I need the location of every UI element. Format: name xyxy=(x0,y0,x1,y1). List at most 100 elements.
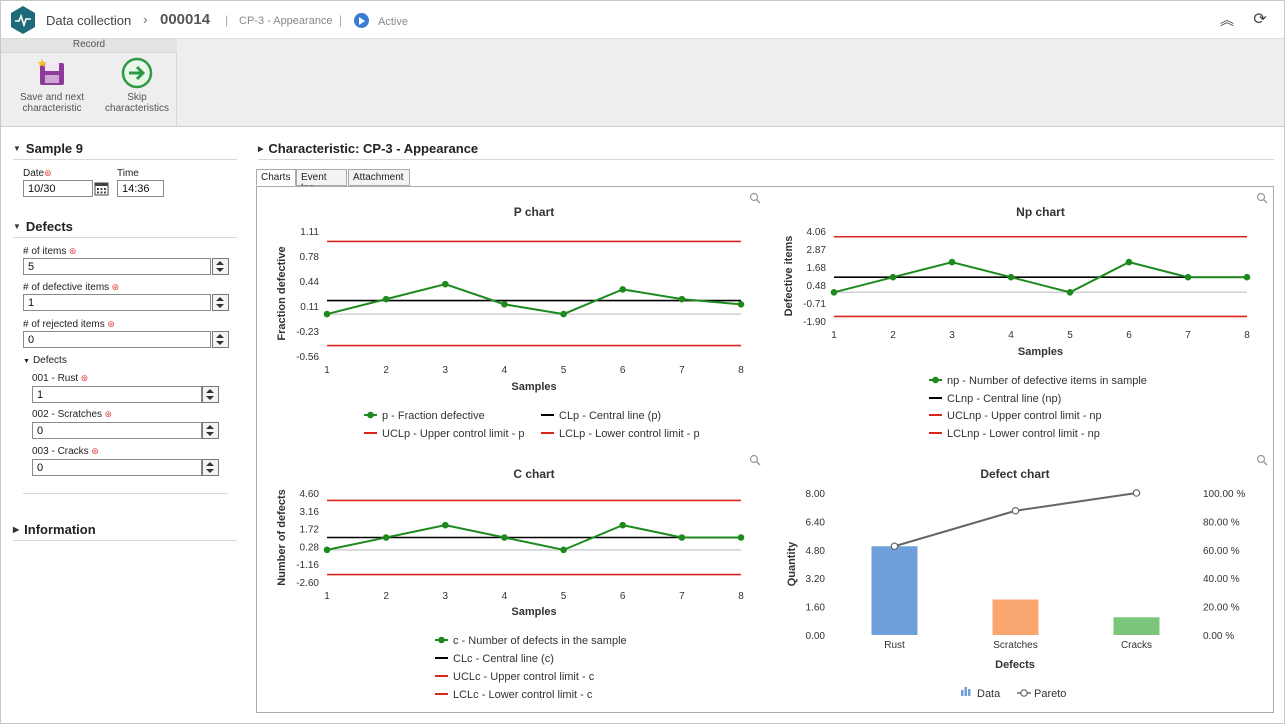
defective-items-input[interactable]: 1 xyxy=(23,294,211,311)
x-tick-label: 2 xyxy=(383,591,389,602)
tab-event-log[interactable]: Event log xyxy=(296,169,347,194)
triangle-right-icon: ▶ xyxy=(13,525,20,534)
x-tick-label: Scratches xyxy=(993,640,1037,651)
x-tick-label: 7 xyxy=(1185,330,1191,341)
data-point xyxy=(619,286,627,293)
defect-chart: Defect chart 8.00 6.40 4.80 3.20 1.60 0.00 100.… xyxy=(786,467,1245,700)
zoom-icon-handle xyxy=(1262,198,1268,204)
x-tick-label: 4 xyxy=(502,365,508,376)
information-section-header[interactable]: ▶ Information xyxy=(13,522,96,537)
collapse-up-icon[interactable]: ︽ xyxy=(1220,12,1234,28)
zoom-icon[interactable] xyxy=(749,192,761,204)
series-line xyxy=(326,524,741,551)
x-axis-label: Defects xyxy=(995,659,1035,671)
items-input[interactable]: 5 xyxy=(23,258,211,275)
x-tick-label: 5 xyxy=(1067,330,1073,341)
y-tick-label: 3.16 xyxy=(300,507,320,518)
defective-items-stepper[interactable] xyxy=(212,294,229,311)
required-icon: ⊛ xyxy=(44,168,52,178)
sample-title: Sample 9 xyxy=(25,141,84,156)
date-input[interactable]: 10/30 xyxy=(23,180,93,197)
pareto-point xyxy=(1132,489,1141,497)
breadcrumb-app-title[interactable]: Data collection xyxy=(46,13,132,28)
rust-stepper[interactable] xyxy=(202,386,219,403)
tab-charts[interactable]: Charts xyxy=(256,169,296,186)
cracks-input[interactable]: 0 xyxy=(32,459,202,476)
y-tick-label: 4.80 xyxy=(806,546,826,557)
refresh-icon[interactable]: ⟳ xyxy=(1253,11,1267,28)
x-tick-label: 6 xyxy=(1126,330,1132,341)
zoom-icon[interactable] xyxy=(1256,454,1268,466)
arrow-right-circle-icon xyxy=(121,57,153,89)
divider: | xyxy=(339,13,343,27)
data-point xyxy=(737,534,745,541)
x-axis-label: Samples xyxy=(1018,346,1063,358)
zoom-icon-lens xyxy=(1256,454,1266,464)
x-tick-label: 3 xyxy=(443,365,449,376)
x-tick-label: 6 xyxy=(620,591,626,602)
legend-label: UCLc - Upper control limit - c xyxy=(453,671,595,683)
legend-label: LCLc - Lower control limit - c xyxy=(453,689,593,701)
defects-subsection-header[interactable]: ▼ Defects xyxy=(23,355,67,366)
data-point xyxy=(830,289,838,296)
skip-label-2: characteristics xyxy=(105,103,169,114)
triangle-down-icon: ▼ xyxy=(13,144,21,153)
y2-tick-label: 80.00 % xyxy=(1203,517,1240,528)
y-tick-label: 1.72 xyxy=(300,525,320,536)
x-tick-label: Cracks xyxy=(1121,640,1152,651)
y-tick-label: -2.60 xyxy=(296,578,319,589)
scratches-input[interactable]: 0 xyxy=(32,422,202,439)
rejected-items-stepper[interactable] xyxy=(212,331,229,348)
save-disk-icon xyxy=(37,59,64,85)
data-point xyxy=(678,295,686,303)
items-label: # of items ⊛ xyxy=(23,246,77,257)
x-tick-label: 6 xyxy=(620,365,626,376)
chart-title: C chart xyxy=(513,467,554,481)
skip-characteristics-button[interactable]: Skip characteristics xyxy=(99,57,175,114)
rust-input[interactable]: 1 xyxy=(32,386,202,403)
pareto-line xyxy=(894,492,1137,548)
data-point xyxy=(1184,273,1192,281)
characteristic-header[interactable]: ▶ Characteristic: CP-3 - Appearance xyxy=(258,141,478,156)
bar xyxy=(992,599,1039,635)
y-tick-label: 8.00 xyxy=(806,489,826,500)
y-tick-label: 0.28 xyxy=(300,542,320,553)
data-point xyxy=(501,534,508,541)
required-icon: ⊛ xyxy=(104,319,115,329)
items-stepper[interactable] xyxy=(212,258,229,275)
data-point xyxy=(678,534,686,541)
pareto-point xyxy=(1011,506,1020,515)
x-axis-label: Samples xyxy=(511,606,556,618)
y2-tick-label: 20.00 % xyxy=(1203,603,1240,614)
sample-section-header[interactable]: ▼ Sample 9 xyxy=(13,141,83,156)
tab-attachment[interactable]: Attachment xyxy=(348,169,410,186)
y-tick-label: 0.78 xyxy=(300,252,320,263)
data-point xyxy=(1243,273,1251,281)
cracks-stepper[interactable] xyxy=(202,459,219,476)
zoom-icon-lens xyxy=(749,454,759,464)
data-point xyxy=(323,310,331,318)
y-tick-label: 4.06 xyxy=(807,227,827,238)
x-axis-label: Samples xyxy=(511,381,556,393)
zoom-icon[interactable] xyxy=(749,454,761,466)
data-point xyxy=(382,534,390,541)
data-point xyxy=(737,301,745,308)
x-tick-label: 8 xyxy=(738,365,744,376)
rejected-items-input[interactable]: 0 xyxy=(23,331,211,348)
zoom-icon-handle xyxy=(755,460,761,466)
calendar-icon[interactable] xyxy=(94,181,109,196)
x-tick-label: 7 xyxy=(679,591,685,602)
time-input[interactable]: 14:36 xyxy=(117,180,164,197)
scratches-stepper[interactable] xyxy=(202,422,219,439)
zoom-icon[interactable] xyxy=(1256,192,1268,204)
save-and-next-button[interactable]: Save and next characteristic xyxy=(13,57,91,114)
legend-label: p - Fraction defective xyxy=(382,410,485,422)
defects-section-header[interactable]: ▼ Defects xyxy=(13,219,73,234)
record-group: Record Save and next characteristic Skip xyxy=(1,39,177,126)
pareto-point xyxy=(890,542,899,551)
y-tick-label: -0.23 xyxy=(296,327,319,338)
characteristic-title: Characteristic: CP-3 - Appearance xyxy=(268,141,479,156)
legend-bar-swatch xyxy=(968,689,971,696)
time-label: Time xyxy=(117,168,139,179)
data-point xyxy=(382,295,390,303)
